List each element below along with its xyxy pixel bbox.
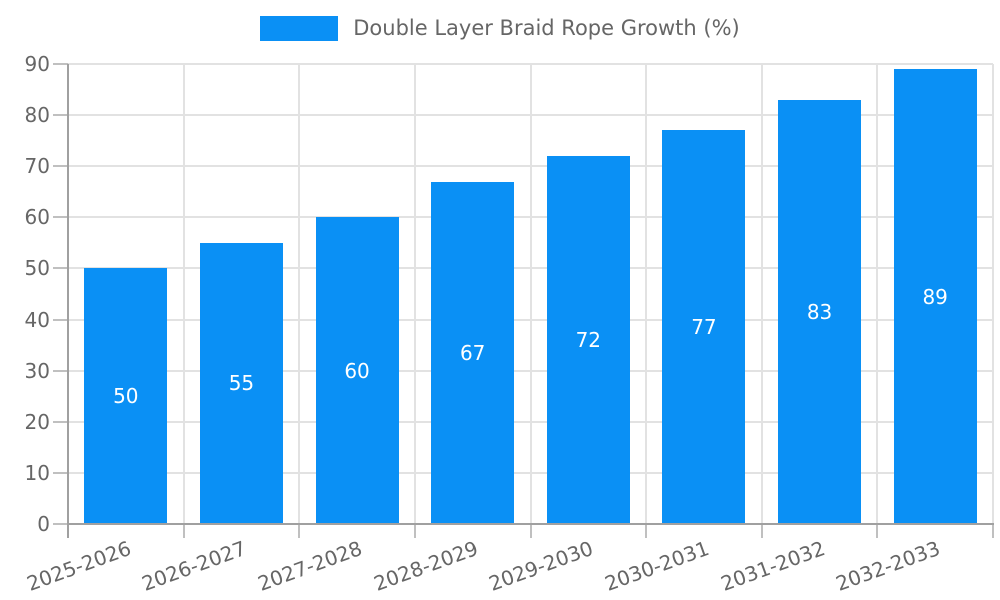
- y-tick-mark: [53, 165, 68, 168]
- bar-value-label: 60: [344, 358, 370, 383]
- bar-value-label: 50: [113, 384, 139, 409]
- y-tick-label: 90: [24, 52, 50, 76]
- legend-swatch: [260, 16, 339, 41]
- x-gridline: [298, 64, 301, 524]
- y-tick-label: 70: [24, 154, 50, 179]
- y-tick-label: 10: [24, 460, 50, 485]
- y-tick-label: 20: [24, 409, 50, 434]
- x-gridline: [992, 64, 994, 524]
- bar: 55: [199, 242, 283, 524]
- x-tick-mark: [413, 524, 416, 538]
- legend[interactable]: Double Layer Braid Rope Growth (%): [0, 16, 1000, 41]
- y-tick-mark: [53, 114, 68, 117]
- x-tick-mark: [529, 524, 532, 538]
- bar-value-label: 55: [228, 371, 255, 396]
- bar: 72: [546, 156, 630, 524]
- bar-value-label: 89: [922, 284, 948, 309]
- bar-value-label: 67: [459, 340, 486, 365]
- x-gridline: [182, 64, 185, 524]
- y-tick-label: 50: [24, 256, 50, 281]
- x-gridline: [645, 64, 648, 524]
- y-axis-line: [67, 64, 69, 538]
- bar: 89: [893, 69, 977, 524]
- y-tick-mark: [53, 216, 68, 219]
- bar: 60: [315, 217, 399, 524]
- x-tick-label: 2028-2029: [370, 536, 481, 596]
- y-tick-mark: [53, 63, 68, 65]
- bar-value-label: 77: [691, 315, 717, 340]
- bar-value-label: 72: [575, 328, 602, 352]
- x-gridline: [413, 64, 416, 524]
- x-gridline: [876, 64, 879, 524]
- y-tick-mark: [53, 318, 68, 321]
- x-tick-mark: [298, 524, 301, 538]
- plot-area: 50 55 60 67 72 77 83 89: [68, 63, 994, 524]
- x-tick-label: 2025-2026: [23, 536, 135, 596]
- x-tick-mark: [992, 524, 994, 538]
- y-tick-mark: [53, 471, 68, 474]
- bar: 83: [778, 99, 862, 524]
- x-tick-mark: [182, 524, 185, 538]
- bar: 77: [662, 130, 746, 524]
- x-tick-mark: [760, 524, 763, 538]
- x-tick-label: 2026-2027: [138, 536, 250, 596]
- y-tick-label: 30: [24, 358, 50, 383]
- x-tick-mark: [876, 524, 879, 538]
- y-tick-mark: [53, 420, 68, 423]
- y-tick-label: 40: [24, 307, 50, 332]
- y-tick-mark: [53, 369, 68, 372]
- x-tick-mark: [645, 524, 648, 538]
- x-tick-label: 2031-2032: [717, 536, 828, 596]
- y-tick-mark: [53, 523, 68, 525]
- y-tick-label: 60: [24, 205, 50, 230]
- y-tick-label: 0: [37, 512, 50, 536]
- bar: 50: [84, 268, 168, 524]
- x-gridline: [760, 64, 763, 524]
- x-tick-label: 2027-2028: [254, 536, 366, 596]
- x-gridline: [529, 64, 532, 524]
- bar: 67: [431, 181, 515, 524]
- y-tick-mark: [53, 267, 68, 270]
- x-axis-line: [67, 523, 994, 525]
- x-tick-label: 2029-2030: [485, 536, 597, 596]
- y-tick-label: 80: [24, 103, 50, 128]
- x-tick-label: 2032-2033: [832, 536, 944, 596]
- legend-label: Double Layer Braid Rope Growth (%): [353, 16, 740, 40]
- bar-value-label: 83: [806, 299, 833, 324]
- x-tick-label: 2030-2031: [601, 536, 713, 596]
